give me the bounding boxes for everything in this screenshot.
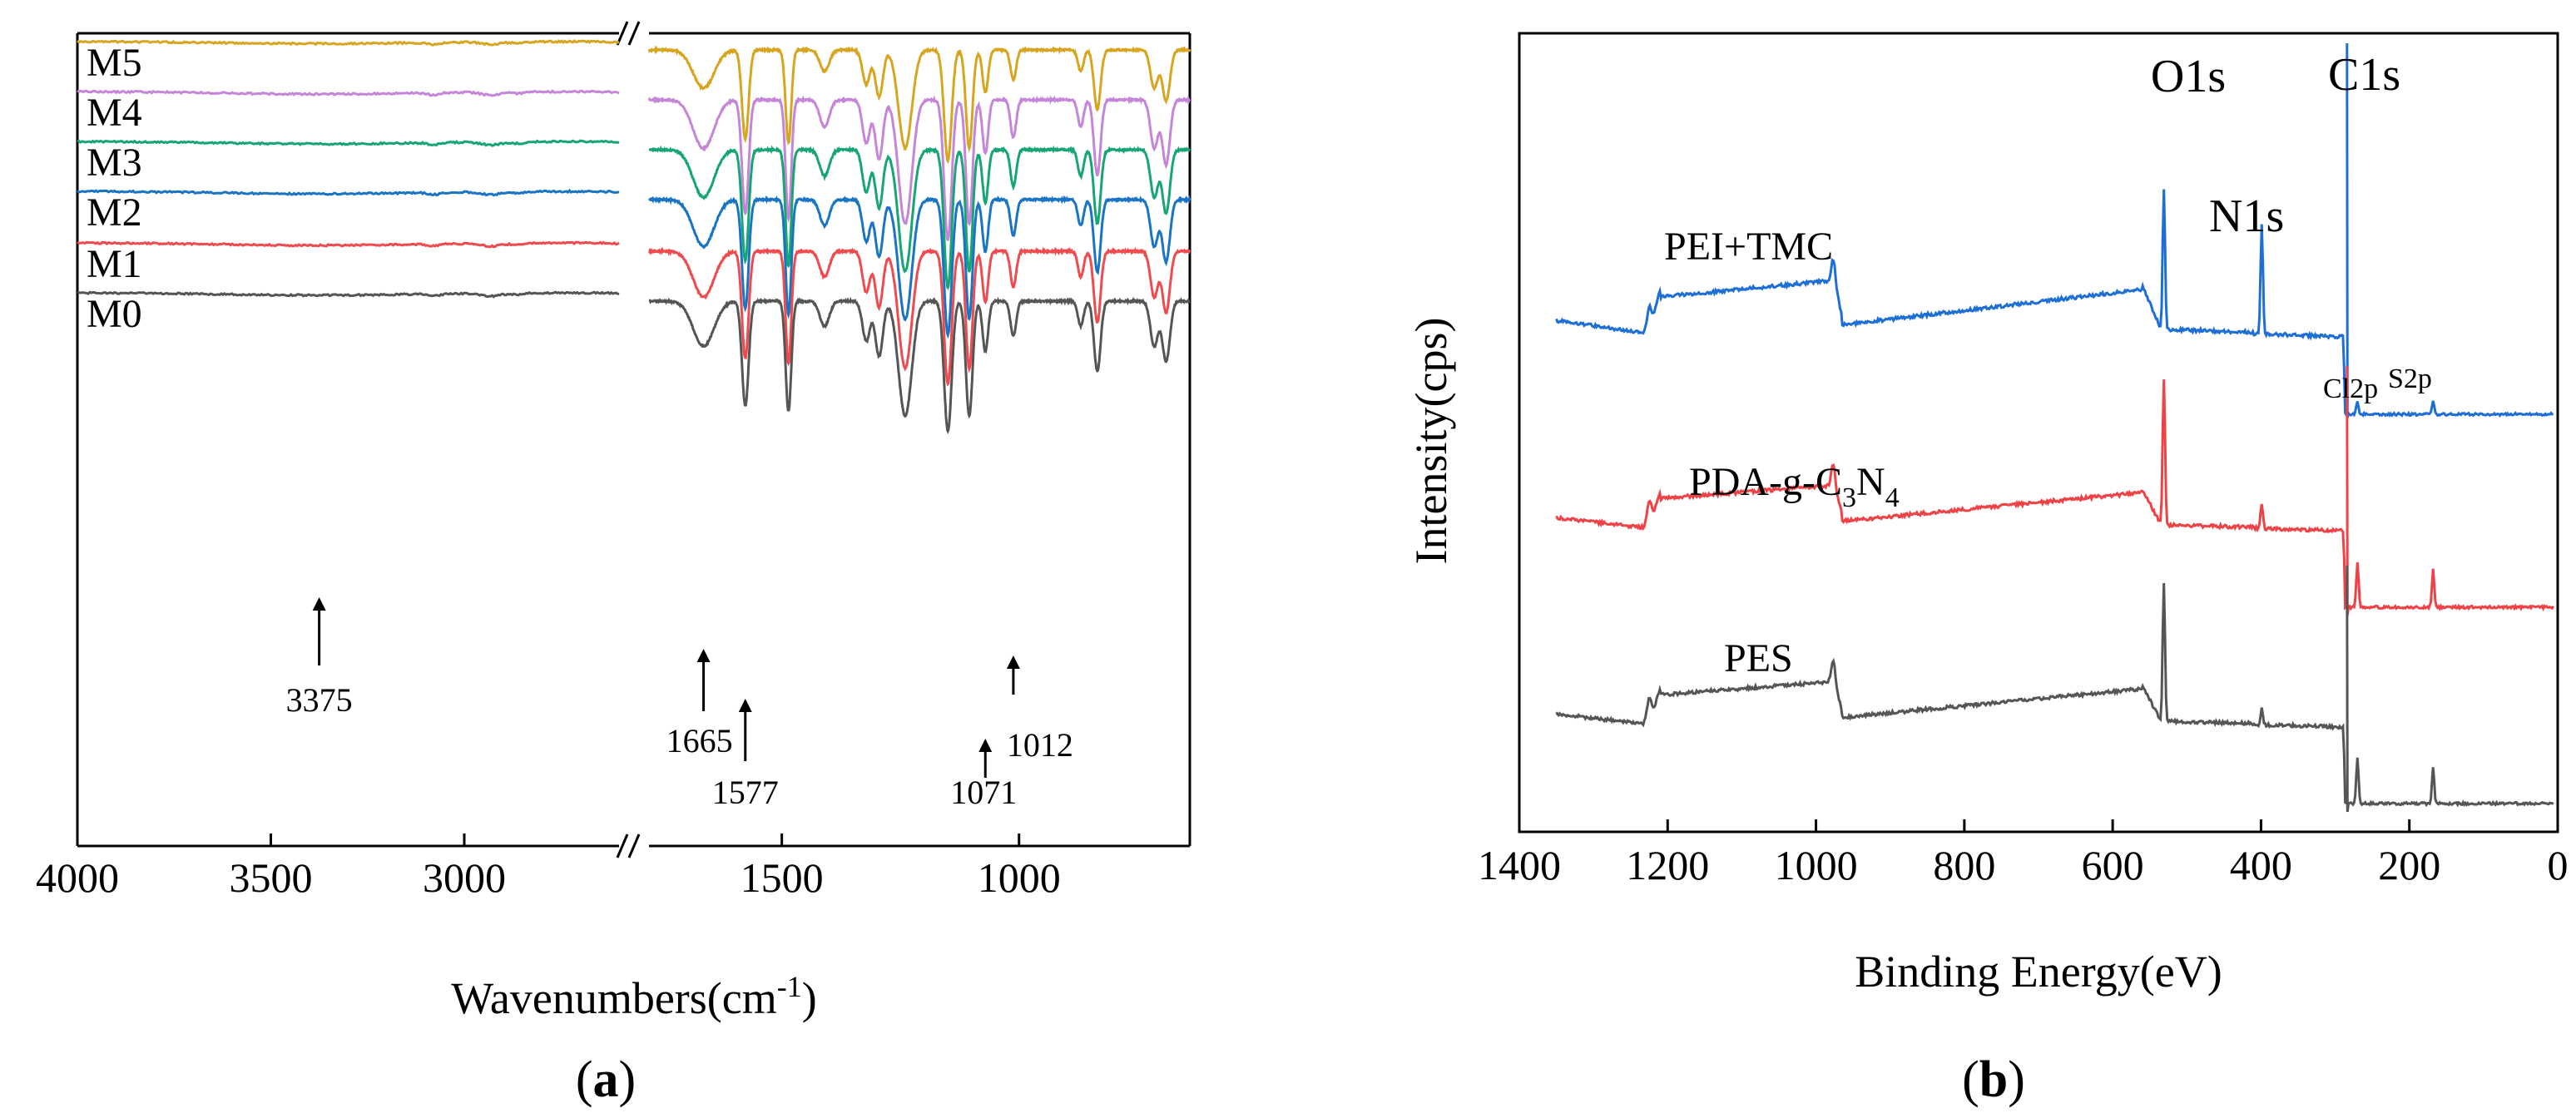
series-m0-right [648, 296, 1191, 434]
xps-x-tick-label-0: 0 [2548, 842, 2569, 888]
panel-a-x-ticks: 4000 3500 3000 1500 1000 [36, 834, 1061, 901]
panel-b-x-ticks: 1400 1200 1000 800 600 400 200 0 [1478, 819, 2569, 888]
series-m2-right [647, 195, 1191, 339]
panel-b-plot-frame [1518, 32, 2559, 834]
peak-label-s2p: S2p [2388, 364, 2432, 394]
series-label-m0: M0 [87, 292, 142, 336]
xps-x-tick-label-800: 800 [1933, 842, 1995, 888]
xps-x-tick-label-600: 600 [2082, 842, 2144, 888]
series-m5-right [647, 45, 1191, 165]
series-m3-right [648, 145, 1191, 290]
series-m1-right [647, 246, 1191, 387]
xps-series-pei-tmc [1555, 42, 2554, 418]
xps-series-pda-g-c3n4 [1555, 365, 2554, 616]
xps-x-tick-label-1400: 1400 [1478, 842, 1561, 888]
panel-a-caption: (a) [576, 1051, 636, 1108]
panel-a-peak-annotations: 3375 1665 1577 1071 1012 [286, 597, 1073, 811]
series-m1-left [77, 240, 620, 249]
panel-b-peak-labels: O1s C1s N1s Cl2p S2p [2151, 49, 2432, 404]
annotation-arrowhead-3375 [312, 597, 326, 611]
series-m4-left [77, 89, 620, 97]
xps-x-tick-label-200: 200 [2378, 842, 2440, 888]
panel-b-xps-chart: 1400 1200 1000 800 600 400 200 0 O1s C1s N1s Cl2p S… [1406, 32, 2569, 1108]
annotation-arrowhead-1012 [1006, 655, 1020, 669]
annotation-label-1012: 1012 [1007, 726, 1073, 764]
series-m2-left [76, 188, 620, 197]
series-m5-left [77, 39, 620, 47]
series-m3-left [77, 139, 619, 147]
annotation-label-1071: 1071 [950, 774, 1017, 811]
panel-b-series-group [1555, 42, 2554, 813]
x-tick-label-3000: 3000 [423, 854, 506, 901]
series-label-pes: PES [1724, 636, 1793, 680]
annotation-arrowhead-1071 [978, 739, 993, 752]
axis-break-bottom [616, 834, 641, 858]
peak-label-c1s: C1s [2328, 49, 2400, 101]
panel-a-x-axis-label: Wavenumbers(cm-1) [451, 970, 816, 1023]
panel-b-y-axis-label: Intensity(cps) [1406, 318, 1456, 565]
annotation-arrowhead-1665 [696, 649, 711, 662]
axis-break-top [616, 21, 641, 46]
peak-label-o1s: O1s [2151, 51, 2226, 102]
panel-a-ftir-chart: 4000 3500 3000 1500 1000 M5 M4 M3 M2 M1 M0 3375 16… [36, 21, 1191, 1108]
series-label-pei-tmc: PEI+TMC [1664, 225, 1833, 269]
xps-x-tick-label-1200: 1200 [1626, 842, 1709, 888]
series-m4-right [647, 94, 1191, 241]
series-label-m2: M2 [87, 190, 142, 235]
xps-x-tick-label-400: 400 [2230, 842, 2292, 888]
xps-series-pes [1555, 565, 2554, 813]
annotation-label-3375: 3375 [286, 681, 353, 719]
annotation-label-1577: 1577 [712, 774, 779, 811]
series-label-m5: M5 [87, 41, 142, 85]
series-label-m4: M4 [87, 91, 142, 135]
annotation-label-1665: 1665 [666, 722, 733, 759]
panel-b-x-axis-label: Binding Energy(eV) [1855, 947, 2222, 997]
series-label-m1: M1 [87, 242, 142, 286]
x-tick-label-1500: 1500 [741, 854, 824, 901]
series-label-pdag-c3n4: PDA-g-C3N4 [1689, 460, 1900, 513]
xps-x-tick-label-1000: 1000 [1775, 842, 1858, 888]
x-tick-label-3500: 3500 [230, 854, 313, 901]
peak-label-cl2p: Cl2p [2323, 373, 2378, 404]
series-label-m3: M3 [87, 141, 142, 185]
series-m0-left [77, 290, 620, 299]
panel-b-caption: (b) [1962, 1051, 2025, 1108]
annotation-arrowhead-1577 [738, 699, 752, 712]
panel-a-series-group: M5 M4 M3 M2 M1 M0 [76, 39, 1191, 434]
peak-label-n1s: N1s [2209, 190, 2284, 242]
x-tick-label-4000: 4000 [36, 854, 119, 901]
x-tick-label-1000: 1000 [978, 854, 1061, 901]
